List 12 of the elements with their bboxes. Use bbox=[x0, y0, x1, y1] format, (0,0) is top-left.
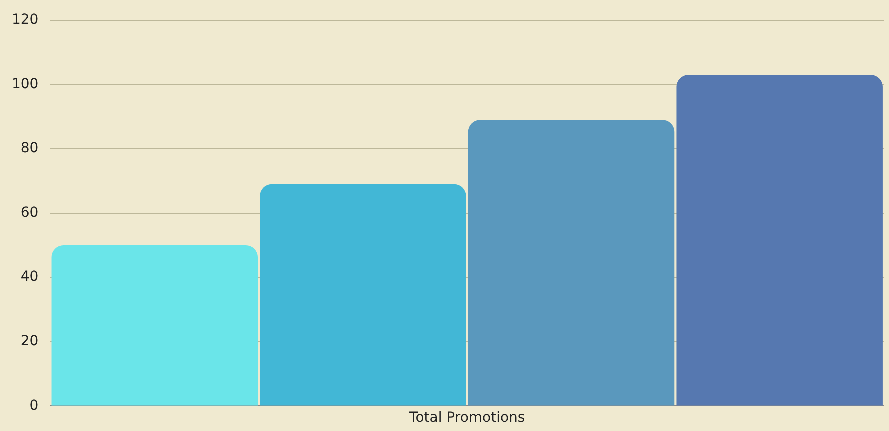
bar bbox=[260, 184, 466, 406]
y-tick-label: 100 bbox=[12, 76, 39, 92]
y-tick-label: 60 bbox=[20, 204, 39, 221]
bar bbox=[676, 75, 883, 406]
y-tick-label: 120 bbox=[12, 12, 39, 28]
y-tick-label: 40 bbox=[20, 269, 39, 286]
y-tick-label: 0 bbox=[30, 398, 39, 414]
x-tick-label: Total Promotions bbox=[408, 410, 526, 426]
bar bbox=[468, 120, 675, 406]
y-tick-label: 80 bbox=[20, 140, 39, 157]
y-tick-label: 20 bbox=[20, 334, 39, 350]
bar bbox=[52, 245, 258, 406]
